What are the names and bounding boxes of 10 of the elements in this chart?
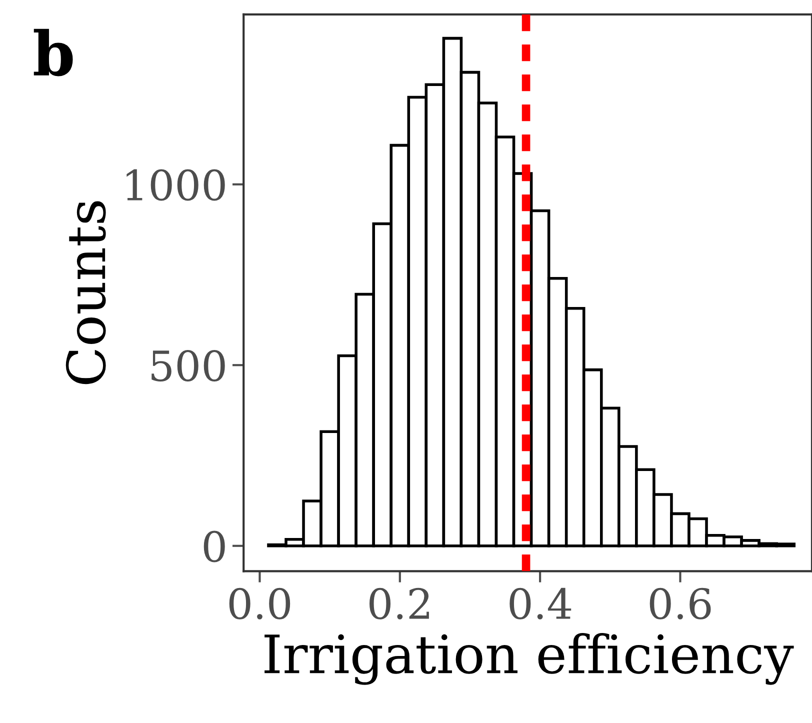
text: b	[34, 28, 73, 76]
y-tick-label: 1000	[126, 169, 225, 201]
x-tick-label: 0.4	[510, 588, 572, 620]
x-tick-label: 0.2	[370, 588, 429, 620]
x-tick-label: 0.6	[650, 588, 711, 620]
x-tick-label: 0.0	[229, 588, 290, 620]
y-axis-title: Counts	[66, 201, 106, 384]
x-axis-title: Irrigation efficiency	[264, 633, 794, 685]
y-tick-label: 500	[152, 350, 225, 382]
y-tick-label: 0	[204, 530, 225, 562]
